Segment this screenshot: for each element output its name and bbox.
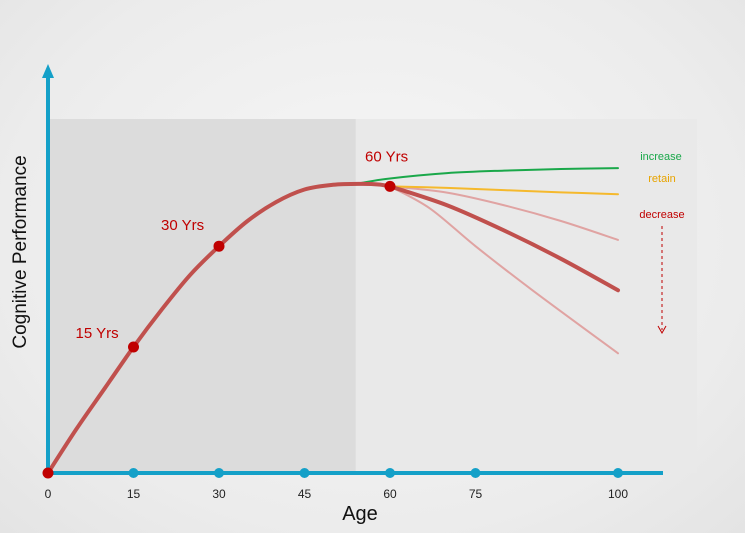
y-axis-title: Cognitive Performance — [10, 155, 31, 348]
x-tick-dot — [470, 468, 481, 478]
milestone-label: 60 Yrs — [365, 148, 408, 165]
future-region — [355, 119, 697, 473]
milestone-label: 30 Yrs — [161, 217, 204, 234]
x-tick-label: 30 — [212, 487, 226, 501]
x-tick-label: 75 — [469, 487, 483, 501]
branch-decrease-line — [388, 184, 620, 293]
x-tick-dot — [385, 468, 395, 478]
milestone-dot — [128, 341, 139, 353]
x-tick-label: 100 — [608, 487, 628, 501]
branch-faint-line-3 — [389, 185, 619, 241]
main-curve-line — [46, 181, 392, 475]
branch-increase-line — [354, 167, 619, 185]
x-tick-label: 0 — [45, 487, 52, 501]
branch-label-retain: retain — [648, 173, 676, 185]
x-tick-label: 15 — [127, 487, 141, 501]
x-tick-dot — [128, 468, 139, 478]
x-axis-title: Age — [342, 503, 378, 525]
x-tick-dot — [214, 468, 224, 478]
shaded-region — [48, 119, 356, 473]
y-axis-arrow-icon — [42, 64, 54, 78]
x-tick-dot — [613, 468, 623, 478]
milestone-label: 15 Yrs — [76, 325, 119, 342]
branch-label-increase: increase — [640, 151, 682, 163]
x-tick-label: 60 — [383, 487, 397, 501]
branch-faint-line-4 — [389, 185, 619, 355]
x-tick-dot — [299, 468, 310, 478]
milestone-dot — [213, 240, 225, 252]
branch-label-decrease: decrease — [639, 209, 684, 221]
milestone-dot — [384, 180, 396, 192]
branch-retain-line — [389, 185, 619, 196]
x-tick-label: 45 — [298, 487, 312, 501]
decrease-arrow-icon — [657, 325, 667, 335]
milestone-dot — [42, 467, 54, 479]
